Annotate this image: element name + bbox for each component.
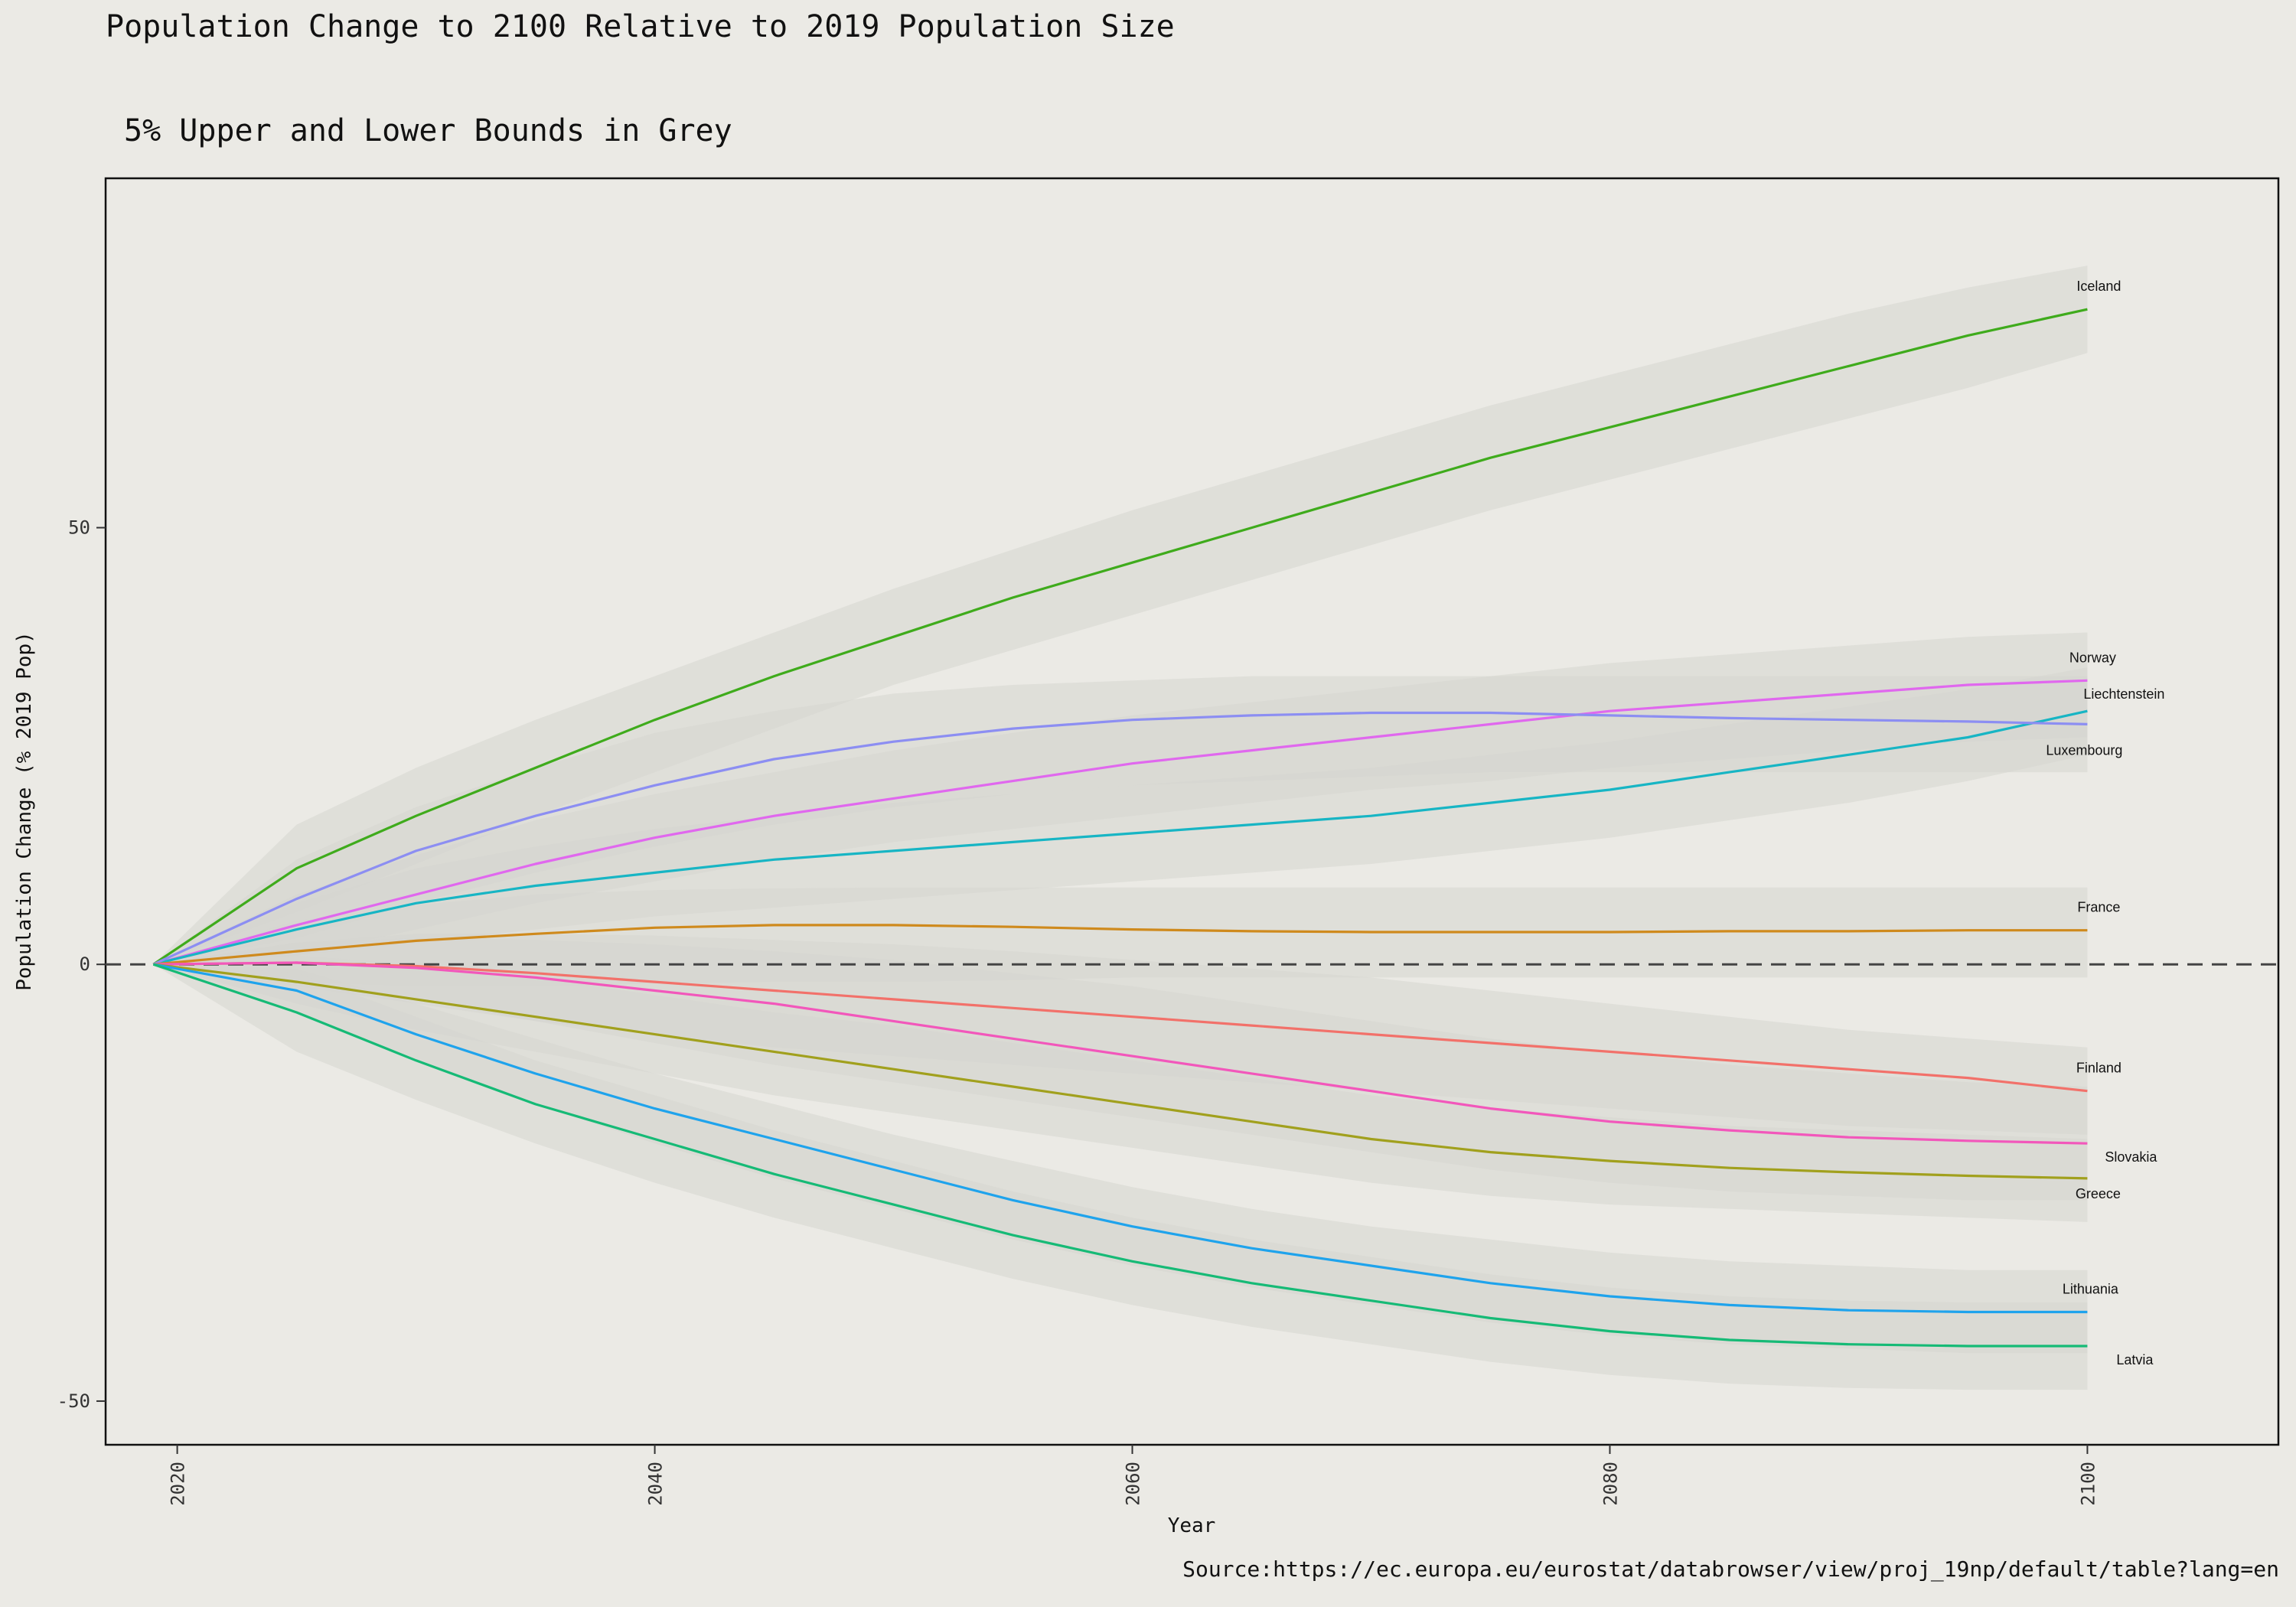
x-tick-label: 2040	[645, 1462, 667, 1506]
x-axis: 2020 2040 2060 2080 2100	[168, 1445, 2099, 1506]
label-slovakia: Slovakia	[2105, 1149, 2157, 1165]
label-lithuania: Lithuania	[2063, 1282, 2119, 1297]
line-iceland	[152, 308, 2088, 966]
y-axis-title: Population Change (% 2019 Pop)	[13, 631, 36, 991]
line-luxembourg	[152, 711, 2088, 966]
label-greece: Greece	[2076, 1186, 2121, 1201]
y-axis: 50 0 -50	[57, 517, 106, 1412]
series-labels: Iceland Norway Liechtenstein Luxembourg Fran…	[2046, 279, 2164, 1367]
plot-panel	[104, 177, 2280, 1446]
line-greece	[153, 963, 2088, 1180]
line-slovakia	[153, 961, 2088, 1145]
x-tick-label: 2020	[168, 1462, 189, 1506]
chart-title: Population Change to 2100 Relative to 20…	[106, 9, 1175, 44]
x-tick-label: 2060	[1123, 1462, 1144, 1506]
line-lithuania	[153, 963, 2088, 1314]
line-liechtenstein	[153, 709, 2088, 966]
line-finland	[153, 961, 2088, 1093]
label-liechtenstein: Liechtenstein	[2083, 686, 2164, 702]
label-latvia: Latvia	[2116, 1352, 2154, 1367]
label-luxembourg: Luxembourg	[2046, 742, 2122, 758]
line-france	[153, 924, 2088, 966]
x-axis-title: Year	[1168, 1514, 1216, 1537]
y-tick-label: -50	[57, 1390, 90, 1412]
x-tick-label: 2100	[2077, 1462, 2099, 1506]
band-lithuania	[153, 964, 2088, 1354]
band-latvia	[153, 964, 2088, 1390]
series-lines	[152, 308, 2088, 1348]
label-france: France	[2077, 900, 2120, 915]
band-liechtenstein	[153, 667, 2088, 965]
label-iceland: Iceland	[2076, 279, 2121, 294]
y-tick-label: 0	[80, 953, 90, 975]
source-caption: Source:https://ec.europa.eu/eurostat/dat…	[1182, 1556, 2279, 1583]
line-norway	[152, 679, 2088, 966]
band-luxembourg	[153, 676, 2088, 965]
line-latvia	[152, 963, 2088, 1348]
band-greece	[153, 955, 2088, 1222]
y-tick-label: 50	[68, 517, 90, 539]
bounds-bands	[153, 266, 2088, 1390]
x-tick-label: 2080	[1600, 1462, 1621, 1506]
chart-subtitle: 5% Upper and Lower Bounds in Grey	[124, 113, 732, 148]
label-finland: Finland	[2076, 1061, 2122, 1076]
band-iceland	[153, 266, 2088, 965]
label-norway: Norway	[2069, 650, 2116, 665]
